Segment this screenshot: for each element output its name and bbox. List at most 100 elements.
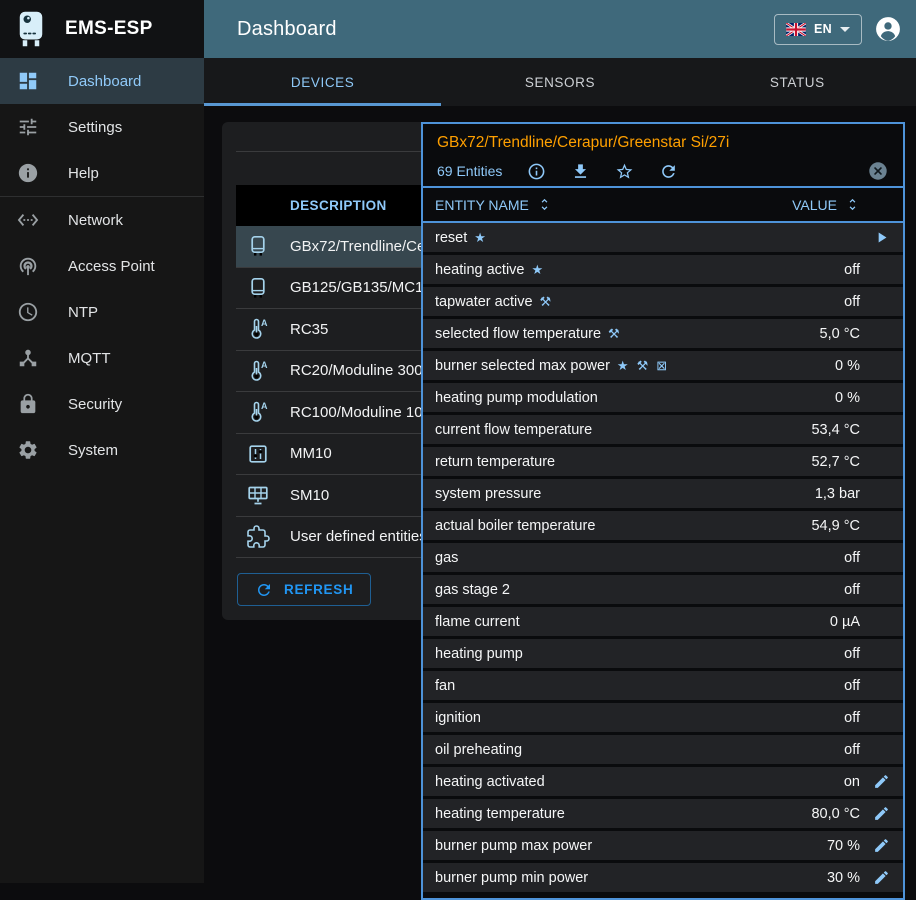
entity-row-actual-boiler-temperature[interactable]: actual boiler temperature 54,9 °C (423, 511, 903, 540)
sidebar-item-system[interactable]: System (0, 427, 204, 473)
entity-row-burner-selected-max-power[interactable]: burner selected max power ★ ⚒ ⊠ 0 % (423, 351, 903, 380)
entity-name: tapwater active ⚒ (435, 293, 553, 310)
entity-value: 54,9 °C (811, 517, 860, 534)
sidebar-item-mqtt[interactable]: MQTT (0, 335, 204, 381)
entity-row-heating-active[interactable]: heating active ★ off (423, 255, 903, 284)
edit-icon[interactable] (873, 869, 890, 886)
edit-icon[interactable] (873, 837, 890, 854)
solar-icon (246, 483, 270, 507)
sidebar-item-settings[interactable]: Settings (0, 104, 204, 150)
entity-row-fan[interactable]: fan off (423, 671, 903, 700)
tools-badge-icon: ⚒ (608, 325, 621, 341)
edit-icon[interactable] (873, 805, 890, 822)
tab-sensors[interactable]: SENSORS (524, 74, 596, 90)
wifi-icon (17, 255, 39, 277)
entity-action (860, 805, 890, 822)
reload-icon[interactable] (659, 162, 678, 181)
mixer-icon (246, 442, 270, 466)
frame-badge-icon: ⊠ (656, 357, 669, 373)
boiler-logo-icon (19, 11, 43, 47)
sort-icon[interactable] (537, 197, 552, 212)
entity-row-gas[interactable]: gas off (423, 543, 903, 572)
entity-name: return temperature (435, 453, 556, 470)
entity-name: burner pump min power (435, 869, 589, 886)
uk-flag-icon (786, 22, 807, 36)
clock-icon (17, 301, 39, 323)
entity-name: current flow temperature (435, 421, 593, 438)
entity-row-heating-pump[interactable]: heating pump off (423, 639, 903, 668)
star-badge-icon: ★ (474, 229, 487, 245)
refresh-button[interactable]: REFRESH (237, 573, 372, 606)
entity-name: reset ★ (435, 229, 487, 246)
tools-badge-icon: ⚒ (636, 357, 650, 373)
tab-status[interactable]: STATUS (769, 74, 825, 90)
entity-row-heating-pump-modulation[interactable]: heating pump modulation 0 % (423, 383, 903, 412)
thermostat-icon (246, 359, 270, 383)
entity-name: heating activated (435, 773, 545, 790)
entity-name: burner pump max power (435, 837, 593, 854)
entity-name: gas stage 2 (435, 581, 510, 598)
entity-row-tapwater-active[interactable]: tapwater active ⚒ off (423, 287, 903, 316)
app-logo-area: EMS-ESP (0, 0, 204, 58)
entity-row-flame-current[interactable]: flame current 0 µA (423, 607, 903, 636)
device-label: SM10 (290, 486, 330, 504)
star-badge-icon: ★ (531, 261, 545, 277)
sidebar-item-access-point[interactable]: Access Point (0, 243, 204, 289)
entity-row-return-temperature[interactable]: return temperature 52,7 °C (423, 447, 903, 476)
tab-devices[interactable]: DEVICES (290, 74, 355, 90)
app-title: EMS-ESP (65, 18, 153, 39)
sidebar-nav: Dashboard Settings Help Network Access P… (0, 58, 204, 473)
active-tab-indicator (204, 103, 441, 106)
entity-row-burner-pump-max-power[interactable]: burner pump max power 70 % (423, 831, 903, 860)
entity-name: actual boiler temperature (435, 517, 596, 534)
refresh-icon (255, 581, 273, 599)
user-avatar-icon[interactable] (875, 16, 901, 42)
entity-name: gas (435, 549, 459, 566)
sidebar-item-security[interactable]: Security (0, 381, 204, 427)
device-label: MM10 (290, 445, 332, 463)
play-icon[interactable] (873, 229, 890, 246)
entity-value: off (844, 645, 860, 662)
sidebar-item-help[interactable]: Help (0, 150, 204, 196)
entity-row-gas-stage-2[interactable]: gas stage 2 off (423, 575, 903, 604)
entity-row-heating-activated[interactable]: heating activated on (423, 767, 903, 796)
value-column-header: VALUE (792, 196, 837, 213)
entity-value: 52,7 °C (811, 453, 860, 470)
close-icon[interactable] (867, 160, 889, 182)
boiler-icon (246, 276, 270, 300)
edit-icon[interactable] (873, 773, 890, 790)
entity-action (860, 837, 890, 854)
entity-rows: reset ★ heating active ★ off tapwater acti… (423, 223, 903, 892)
download-icon[interactable] (571, 162, 590, 181)
entity-row-selected-flow-temperature[interactable]: selected flow temperature ⚒ 5,0 °C (423, 319, 903, 348)
entities-count: 69 Entities (437, 163, 503, 179)
boiler-icon (246, 234, 270, 258)
favorites-star-icon[interactable] (615, 162, 634, 181)
sidebar-item-network[interactable]: Network (0, 197, 204, 243)
entity-value: 53,4 °C (811, 421, 860, 438)
entity-name-column-header: ENTITY NAME (435, 196, 529, 213)
sidebar-item-ntp[interactable]: NTP (0, 289, 204, 335)
entity-row-heating-temperature[interactable]: heating temperature 80,0 °C (423, 799, 903, 828)
info-icon[interactable] (527, 162, 546, 181)
entity-action (860, 229, 890, 246)
entity-name: heating temperature (435, 805, 565, 822)
app-header: Dashboard EN (204, 0, 916, 58)
language-selector-button[interactable]: EN (774, 13, 862, 45)
entity-row-reset[interactable]: reset ★ (423, 223, 903, 252)
entity-action (860, 869, 890, 886)
entity-row-system-pressure[interactable]: system pressure 1,3 bar (423, 479, 903, 508)
entity-row-ignition[interactable]: ignition off (423, 703, 903, 732)
entity-value: 80,0 °C (811, 805, 860, 822)
entity-value: off (844, 709, 860, 726)
entity-value: 30 % (826, 869, 860, 886)
sort-icon[interactable] (845, 197, 860, 212)
entity-row-current-flow-temperature[interactable]: current flow temperature 53,4 °C (423, 415, 903, 444)
entity-row-burner-pump-min-power[interactable]: burner pump min power 30 % (423, 863, 903, 892)
refresh-button-label: REFRESH (284, 582, 354, 597)
star-badge-icon: ★ (616, 357, 630, 373)
device-label: RC35 (290, 320, 329, 338)
sidebar-item-dashboard[interactable]: Dashboard (0, 58, 204, 104)
entity-value: 0 % (835, 357, 860, 374)
entity-row-oil-preheating[interactable]: oil preheating off (423, 735, 903, 764)
